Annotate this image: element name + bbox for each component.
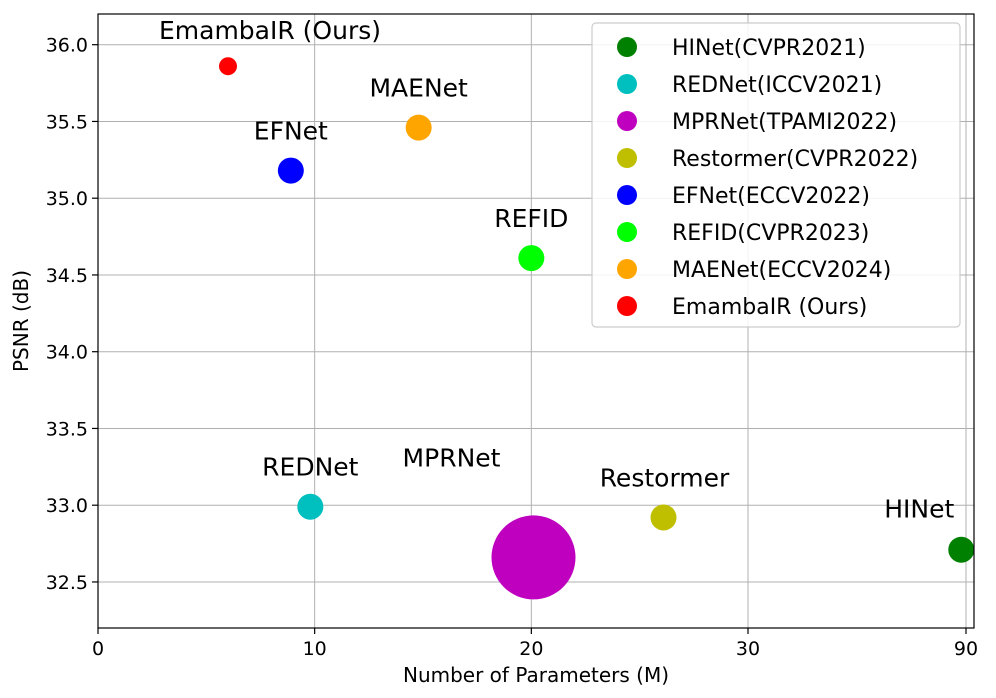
axis-ticks: 0 10 20 30 90 32.5 33.0 33.5 34.0 34.5 35.0 35.5 36.… bbox=[46, 35, 978, 660]
legend-entry: MAENet(ECCV2024) bbox=[672, 258, 891, 283]
point-label: MPRNet bbox=[403, 443, 501, 472]
plot-frame bbox=[97, 13, 975, 629]
point-label: HINet bbox=[884, 495, 954, 524]
scatter-point bbox=[948, 536, 975, 563]
point-label: EFNet bbox=[254, 117, 328, 146]
point-label: Restormer bbox=[600, 463, 730, 492]
point-label: REDNet bbox=[262, 453, 358, 482]
y-tick-label: 33.0 bbox=[46, 495, 88, 517]
scatter-point bbox=[277, 157, 304, 184]
legend-entry: REDNet(ICCV2021) bbox=[672, 73, 882, 98]
x-tick-label: 20 bbox=[519, 638, 543, 660]
scatter-point bbox=[297, 493, 324, 520]
legend-marker bbox=[617, 111, 637, 131]
legend-marker bbox=[617, 185, 637, 205]
legend: HINet(CVPR2021) REDNet(ICCV2021) MPRNet(TP… bbox=[591, 22, 961, 328]
legend-box bbox=[591, 22, 961, 328]
scatter-point bbox=[491, 515, 576, 600]
scatter-point bbox=[219, 57, 237, 76]
data-points bbox=[219, 57, 975, 600]
legend-marker bbox=[617, 222, 637, 242]
point-label: REFID bbox=[494, 204, 568, 233]
y-tick-label: 34.5 bbox=[46, 265, 88, 287]
scatter-point bbox=[518, 245, 545, 272]
y-tick-label: 36.0 bbox=[46, 35, 88, 57]
x-tick-label: 90 bbox=[954, 638, 978, 660]
y-axis-label: PSNR (dB) bbox=[9, 270, 33, 372]
scatter-point bbox=[650, 504, 677, 531]
x-tick-label: 0 bbox=[92, 638, 104, 660]
y-tick-label: 33.5 bbox=[46, 418, 88, 440]
y-tick-label: 32.5 bbox=[46, 572, 88, 594]
legend-entry: EmambaIR (Ours) bbox=[672, 295, 867, 320]
legend-marker bbox=[617, 74, 637, 94]
y-tick-label: 35.5 bbox=[46, 111, 88, 133]
point-label: MAENet bbox=[369, 74, 468, 103]
point-labels: HINet REDNet MPRNet Restormer EFNet REFID MAEN… bbox=[159, 16, 955, 524]
legend-marker bbox=[617, 37, 637, 57]
legend-entry: Restormer(CVPR2022) bbox=[672, 147, 918, 172]
point-label: EmambaIR (Ours) bbox=[159, 16, 381, 45]
legend-marker bbox=[617, 259, 637, 279]
legend-entry: MPRNet(TPAMI2022) bbox=[672, 110, 897, 135]
legend-entry: HINet(CVPR2021) bbox=[672, 36, 866, 61]
x-tick-label: 30 bbox=[736, 638, 760, 660]
y-tick-label: 35.0 bbox=[46, 188, 88, 210]
legend-marker bbox=[617, 296, 637, 316]
scatter-point bbox=[405, 114, 432, 141]
x-axis-label: Number of Parameters (M) bbox=[403, 663, 669, 687]
legend-marker bbox=[617, 148, 637, 168]
y-tick-label: 34.0 bbox=[46, 342, 88, 364]
legend-entry: EFNet(ECCV2022) bbox=[672, 184, 870, 209]
x-tick-label: 10 bbox=[303, 638, 327, 660]
legend-entry: REFID(CVPR2023) bbox=[672, 221, 869, 246]
